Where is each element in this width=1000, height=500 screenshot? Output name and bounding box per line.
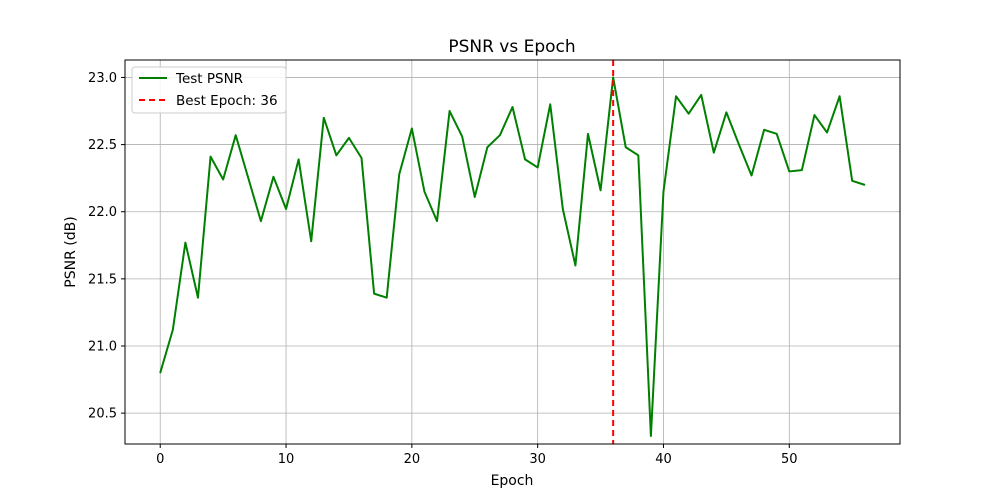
x-tick-label: 10: [278, 452, 295, 467]
data-point: [738, 143, 740, 146]
data-point: [474, 196, 476, 198]
data-point: [801, 169, 803, 171]
data-point: [272, 176, 275, 178]
data-point: [675, 95, 677, 97]
data-point: [549, 103, 551, 105]
data-point: [335, 154, 337, 156]
legend-label-best-epoch: Best Epoch: 36: [176, 93, 278, 109]
data-point: [411, 127, 413, 130]
data-point: [499, 134, 501, 136]
data-point: [776, 133, 778, 135]
data-point: [562, 208, 564, 210]
data-point: [650, 435, 652, 437]
legend: Test PSNR Best Epoch: 36: [131, 66, 287, 114]
legend-label-test-psnr: Test PSNR: [175, 71, 243, 87]
data-point: [348, 137, 350, 139]
legend-box: [131, 66, 287, 114]
data-point: [599, 189, 602, 191]
data-point: [386, 297, 388, 299]
data-point: [285, 208, 287, 210]
data-point: [448, 110, 451, 112]
data-point: [637, 154, 639, 156]
x-tick-label: 20: [404, 452, 421, 467]
data-point: [612, 76, 614, 79]
data-point: [574, 264, 577, 267]
data-point: [247, 177, 249, 179]
data-point: [398, 173, 400, 175]
data-point: [625, 146, 627, 148]
data-point: [688, 113, 690, 115]
data-point: [700, 94, 702, 96]
data-point: [360, 157, 363, 159]
data-point: [172, 329, 174, 331]
data-point: [587, 133, 589, 135]
data-point: [725, 111, 727, 113]
chart-title: PSNR vs Epoch: [448, 37, 575, 57]
data-point: [763, 129, 765, 131]
data-point: [537, 166, 539, 169]
y-tick-label: 20.5: [88, 407, 117, 422]
x-tick-label: 30: [529, 452, 546, 467]
data-point: [813, 114, 816, 116]
data-point: [423, 190, 426, 193]
data-point: [511, 106, 514, 108]
data-point: [235, 134, 237, 136]
x-tick-label: 50: [781, 452, 798, 467]
data-point: [461, 135, 463, 138]
data-point: [197, 297, 199, 299]
data-point: [486, 146, 488, 148]
data-point: [222, 178, 224, 181]
y-tick-label: 22.5: [88, 138, 117, 153]
series-line-test-psnr: [159, 76, 866, 437]
data-point: [373, 293, 375, 295]
data-point: [260, 220, 262, 222]
data-point: [184, 242, 186, 244]
data-point: [713, 152, 715, 154]
data-point: [524, 158, 526, 160]
data-point: [839, 95, 841, 97]
y-tick-label: 22.0: [88, 205, 117, 220]
data-point: [209, 156, 212, 158]
x-axis-label: Epoch: [491, 473, 534, 489]
data-point: [788, 170, 790, 173]
data-point: [436, 220, 438, 222]
data-point: [323, 117, 325, 119]
data-point: [851, 180, 853, 182]
data-point: [298, 158, 300, 160]
data-point: [159, 372, 161, 374]
data-point: [662, 190, 665, 193]
data-point: [310, 240, 312, 242]
data-point: [864, 184, 866, 186]
y-tick-label: 21.5: [88, 272, 117, 287]
data-point: [750, 174, 753, 177]
y-tick-label: 21.0: [88, 339, 117, 354]
y-tick-label: 23.0: [88, 71, 117, 86]
x-tick-label: 0: [156, 452, 164, 467]
data-point: [826, 131, 828, 134]
x-tick-label: 40: [655, 452, 672, 467]
plot-area-frame: [124, 59, 901, 445]
y-axis-label: PSNR (dB): [63, 216, 79, 287]
